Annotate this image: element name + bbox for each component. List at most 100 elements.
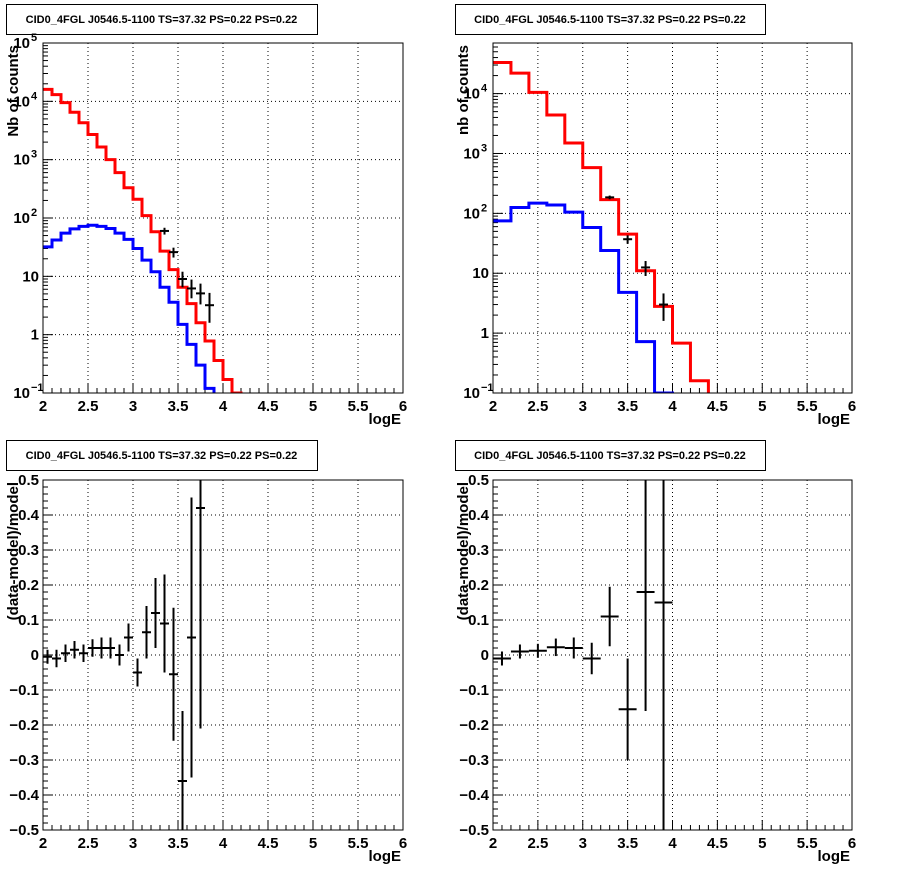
- grid: [493, 480, 852, 830]
- x-tick-label: 2.5: [78, 835, 99, 852]
- x-tick-labels: 2 2.5 3 3.5 4 4.5 5 5.5 6: [489, 398, 856, 415]
- y-tick-label: 0: [31, 647, 39, 664]
- residual-point: [169, 607, 178, 741]
- residual-point: [600, 586, 619, 647]
- x-tick-label: 4: [668, 835, 677, 852]
- x-tick-label: 2: [39, 398, 47, 415]
- residual-point: [654, 480, 673, 830]
- y-tick-label: 1: [481, 325, 489, 342]
- y-tick-labels: −0.5 −0.4 −0.3 −0.2 −0.1 0 0.1 0.2 0.3 0.4 0.5: [459, 472, 489, 839]
- x-tick-label: 2: [39, 835, 47, 852]
- chart-title: CID0_4FGL J0546.5-1100 TS=37.32 PS=0.22 …: [26, 14, 298, 26]
- y-tick-label: 10: [13, 210, 30, 227]
- x-tick-label: 2: [489, 835, 497, 852]
- x-tick-label: 4.5: [707, 835, 728, 852]
- y-tick-label: 10: [463, 86, 480, 103]
- chart-panel-1: CID0_4FGL J0546.5-1100 TS=37.32 PS=0.22 …: [5, 4, 407, 428]
- x-axis-label: logE: [818, 848, 851, 865]
- plot-data: [493, 61, 710, 393]
- data-point: [623, 235, 633, 244]
- data-point: [178, 271, 187, 288]
- y-tick-label: −0.4: [459, 787, 489, 804]
- x-tick-label: 6: [399, 835, 407, 852]
- data-point: [187, 279, 196, 299]
- residual-point: [106, 637, 115, 659]
- plot-frame: [492, 42, 853, 394]
- residual-point: [79, 644, 88, 662]
- residual-point: [564, 637, 583, 659]
- y-axis-label: nb of counts: [455, 45, 472, 135]
- x-tick-label: 6: [848, 835, 856, 852]
- x-tick-label: 3: [579, 835, 587, 852]
- y-tick-label: 0.2: [18, 577, 39, 594]
- y-tick-exponent: 5: [31, 32, 37, 44]
- residual-point: [88, 639, 97, 657]
- x-tick-label: 3: [579, 398, 587, 415]
- y-tick-exponent: −1: [31, 382, 44, 394]
- chart-title: CID0_4FGL J0546.5-1100 TS=37.32 PS=0.22 …: [474, 14, 746, 26]
- x-tick-label: 6: [848, 398, 856, 415]
- y-tick-label: 0.5: [468, 472, 489, 489]
- y-tick-label: 10: [463, 145, 480, 162]
- axis-ticks: [42, 479, 404, 831]
- y-tick-label: 10: [13, 93, 30, 110]
- x-tick-label: 4: [219, 398, 228, 415]
- title-box-frame: [6, 4, 318, 35]
- y-tick-label: 10: [13, 152, 30, 169]
- plot-data: [43, 87, 243, 393]
- residual-point: [97, 637, 106, 659]
- title-box-frame: [455, 440, 766, 471]
- chart-panel-4: CID0_4FGL J0546.5-1100 TS=37.32 PS=0.22 …: [455, 440, 856, 865]
- residual-point: [546, 638, 565, 657]
- x-tick-label: 2.5: [527, 835, 548, 852]
- y-tick-label: 0.3: [468, 542, 489, 559]
- x-tick-label: 5.5: [797, 835, 818, 852]
- residual-point: [636, 480, 655, 711]
- y-tick-label: 0.1: [468, 612, 489, 629]
- plot-data: [43, 480, 205, 830]
- chart-panel-3: CID0_4FGL J0546.5-1100 TS=37.32 PS=0.22 …: [5, 440, 407, 865]
- grid: [43, 43, 403, 393]
- title-box: CID0_4FGL J0546.5-1100 TS=37.32 PS=0.22 …: [455, 4, 766, 35]
- y-tick-label: −0.2: [9, 717, 39, 734]
- y-tick-label: 10: [463, 205, 480, 222]
- residual-point: [151, 578, 160, 648]
- x-tick-label: 3.5: [617, 398, 638, 415]
- x-tick-label: 5: [758, 398, 766, 415]
- residual-point: [160, 574, 169, 673]
- residual-point: [187, 497, 196, 778]
- grid: [43, 480, 403, 830]
- y-tick-label: 10: [13, 35, 30, 52]
- y-tick-exponent: 3: [31, 149, 37, 161]
- x-tick-label: 2: [489, 398, 497, 415]
- x-tick-label: 2.5: [527, 398, 548, 415]
- y-tick-label: 10: [463, 385, 480, 402]
- residual-point: [178, 711, 187, 830]
- y-tick-label: 0.1: [18, 612, 39, 629]
- data-point: [205, 292, 214, 323]
- x-axis-label: logE: [369, 411, 402, 428]
- plot-data: [493, 480, 673, 830]
- x-tick-labels: 2 2.5 3 3.5 4 4.5 5 5.5 6: [489, 835, 856, 852]
- x-tick-label: 3.5: [168, 835, 189, 852]
- residual-point: [142, 606, 151, 659]
- data-point: [169, 247, 178, 258]
- x-tick-labels: 2 2.5 3 3.5 4 4.5 5 5.5 6: [39, 835, 407, 852]
- y-tick-label: 0.2: [468, 577, 489, 594]
- title-box-frame: [455, 4, 766, 35]
- chart-panel-2: CID0_4FGL J0546.5-1100 TS=37.32 PS=0.22 …: [455, 4, 856, 428]
- y-tick-label: −0.5: [9, 822, 39, 839]
- chart-title: CID0_4FGL J0546.5-1100 TS=37.32 PS=0.22 …: [26, 450, 298, 462]
- y-axis-label: Nb of counts: [5, 45, 22, 137]
- residual-point: [582, 642, 601, 675]
- y-tick-exponent: 2: [481, 202, 487, 214]
- y-tick-labels: −0.5 −0.4 −0.3 −0.2 −0.1 0 0.1 0.2 0.3 0.4 0.5: [9, 472, 39, 839]
- plot-frame: [42, 479, 404, 831]
- y-axis-label: (data-model)/model: [455, 482, 472, 620]
- x-tick-label: 5.5: [348, 398, 369, 415]
- x-tick-label: 3.5: [617, 835, 638, 852]
- x-tick-label: 4: [219, 835, 228, 852]
- y-tick-label: −0.3: [9, 752, 39, 769]
